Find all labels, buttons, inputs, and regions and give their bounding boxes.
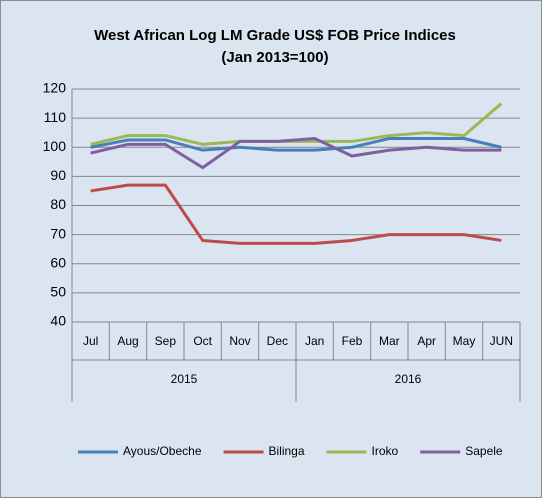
series-line — [90, 183, 502, 245]
legend-label: Bilinga — [269, 444, 305, 458]
group-label: 2016 — [395, 372, 422, 386]
legend-label: Sapele — [465, 444, 503, 458]
y-tick-label: 60 — [50, 254, 66, 270]
x-tick-label: Apr — [417, 334, 436, 348]
y-tick-label: 40 — [50, 313, 66, 329]
group-label: 2015 — [171, 372, 198, 386]
x-tick-label: Nov — [229, 334, 250, 348]
series-line — [90, 137, 502, 152]
x-tick-label: Feb — [342, 334, 363, 348]
y-tick-label: 50 — [50, 284, 66, 300]
x-tick-label: Sep — [155, 334, 177, 348]
x-tick-label: Mar — [379, 334, 400, 348]
legend-label: Iroko — [372, 444, 399, 458]
y-tick-label: 70 — [50, 225, 66, 241]
series-line — [90, 137, 502, 170]
y-tick-label: 80 — [50, 196, 66, 212]
y-tick-label: 110 — [44, 109, 67, 125]
y-tick-label: 90 — [50, 167, 66, 183]
x-tick-label: Jul — [83, 334, 98, 348]
chart-subtitle: (Jan 2013=100) — [221, 49, 328, 66]
y-tick-label: 100 — [43, 138, 67, 154]
x-tick-label: Dec — [267, 334, 288, 348]
x-tick-label: Jan — [305, 334, 324, 348]
x-tick-label: May — [453, 334, 476, 348]
y-tick-label: 120 — [43, 80, 67, 96]
legend-label: Ayous/Obeche — [123, 444, 202, 458]
x-tick-label: JUN — [490, 334, 513, 348]
x-tick-label: Oct — [193, 334, 212, 348]
chart-title: West African Log LM Grade US$ FOB Price … — [94, 27, 456, 44]
x-tick-label: Aug — [117, 334, 138, 348]
